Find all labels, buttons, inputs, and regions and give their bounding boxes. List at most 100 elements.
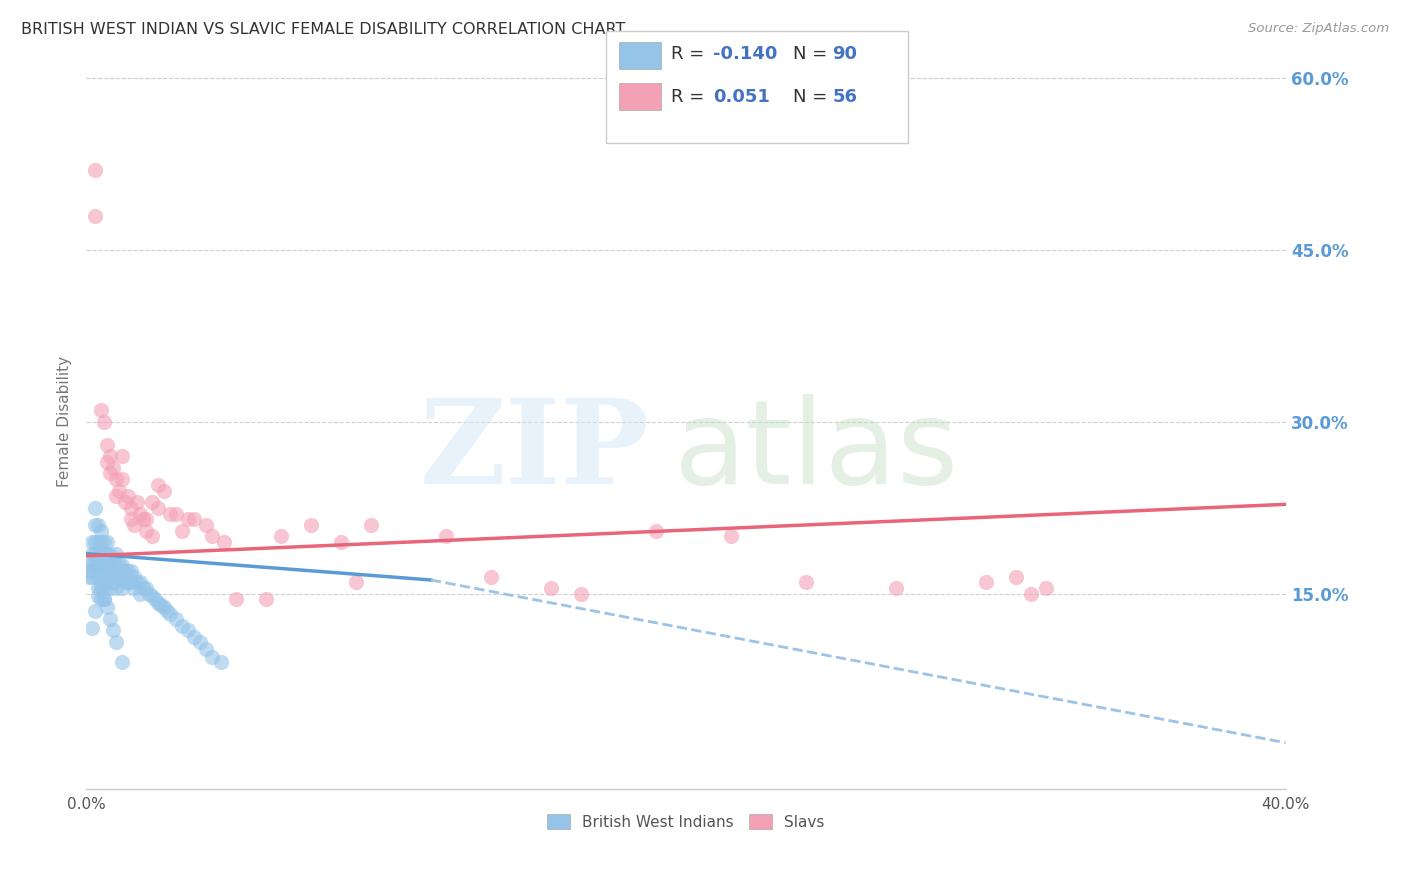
Point	[299, 518, 322, 533]
Point	[105, 558, 128, 572]
Point	[434, 529, 457, 543]
Point	[84, 547, 107, 561]
Point	[330, 535, 353, 549]
Point	[111, 581, 134, 595]
Point	[101, 624, 124, 638]
Point	[96, 455, 118, 469]
Point	[77, 564, 100, 578]
Point	[195, 518, 218, 533]
Point	[141, 529, 163, 543]
Point	[135, 581, 157, 595]
Point	[153, 600, 176, 615]
Point	[1019, 587, 1042, 601]
Point	[141, 589, 163, 603]
Point	[93, 547, 115, 561]
Point	[93, 535, 115, 549]
Point	[90, 535, 112, 549]
Point	[360, 518, 382, 533]
Point	[90, 547, 112, 561]
Text: BRITISH WEST INDIAN VS SLAVIC FEMALE DISABILITY CORRELATION CHART: BRITISH WEST INDIAN VS SLAVIC FEMALE DIS…	[21, 22, 626, 37]
Text: R =: R =	[671, 45, 710, 63]
Point	[114, 495, 136, 509]
Point	[201, 529, 224, 543]
Point	[80, 621, 103, 635]
Text: 90: 90	[832, 45, 858, 63]
Point	[84, 535, 107, 549]
Point	[117, 575, 139, 590]
Text: atlas: atlas	[673, 393, 959, 508]
Legend: British West Indians, Slavs: British West Indians, Slavs	[541, 807, 831, 836]
Point	[111, 569, 134, 583]
Point	[93, 569, 115, 583]
Point	[108, 569, 131, 583]
Point	[90, 581, 112, 595]
Point	[212, 535, 235, 549]
Point	[87, 518, 110, 533]
Point	[183, 512, 205, 526]
Point	[93, 581, 115, 595]
Point	[93, 415, 115, 429]
Point	[96, 558, 118, 572]
Text: N =: N =	[793, 45, 832, 63]
Point	[146, 478, 169, 492]
Point	[125, 575, 148, 590]
Point	[188, 635, 211, 649]
Point	[540, 581, 562, 595]
Point	[1035, 581, 1057, 595]
Point	[84, 209, 107, 223]
Point	[270, 529, 292, 543]
Point	[80, 558, 103, 572]
Point	[87, 558, 110, 572]
Point	[80, 535, 103, 549]
Point	[122, 569, 145, 583]
Point	[98, 467, 121, 481]
Point	[254, 592, 277, 607]
Point	[159, 607, 181, 622]
Point	[138, 587, 160, 601]
Point	[87, 581, 110, 595]
Point	[117, 564, 139, 578]
Point	[98, 547, 121, 561]
Point	[90, 569, 112, 583]
Point	[720, 529, 742, 543]
Point	[794, 575, 817, 590]
Point	[98, 558, 121, 572]
Point	[98, 612, 121, 626]
Point	[177, 512, 200, 526]
Point	[170, 619, 193, 633]
Point	[120, 500, 142, 515]
Point	[122, 581, 145, 595]
Point	[225, 592, 247, 607]
Point	[122, 518, 145, 533]
Point	[156, 604, 179, 618]
Point	[1004, 569, 1026, 583]
Point	[87, 535, 110, 549]
Point	[98, 569, 121, 583]
Point	[87, 547, 110, 561]
Point	[132, 512, 155, 526]
Point	[114, 575, 136, 590]
Point	[111, 449, 134, 463]
Point	[120, 512, 142, 526]
Point	[141, 495, 163, 509]
Point	[195, 641, 218, 656]
Point	[96, 547, 118, 561]
Point	[87, 589, 110, 603]
Point	[165, 612, 187, 626]
Point	[105, 569, 128, 583]
Text: ZIP: ZIP	[420, 393, 650, 508]
Point	[129, 575, 152, 590]
Point	[146, 596, 169, 610]
Text: Source: ZipAtlas.com: Source: ZipAtlas.com	[1249, 22, 1389, 36]
Point	[114, 564, 136, 578]
Point	[125, 495, 148, 509]
Point	[96, 569, 118, 583]
Point	[170, 524, 193, 538]
Point	[146, 500, 169, 515]
Point	[90, 592, 112, 607]
Point	[108, 558, 131, 572]
Point	[93, 592, 115, 607]
Point	[129, 507, 152, 521]
Point	[135, 524, 157, 538]
Point	[93, 592, 115, 607]
